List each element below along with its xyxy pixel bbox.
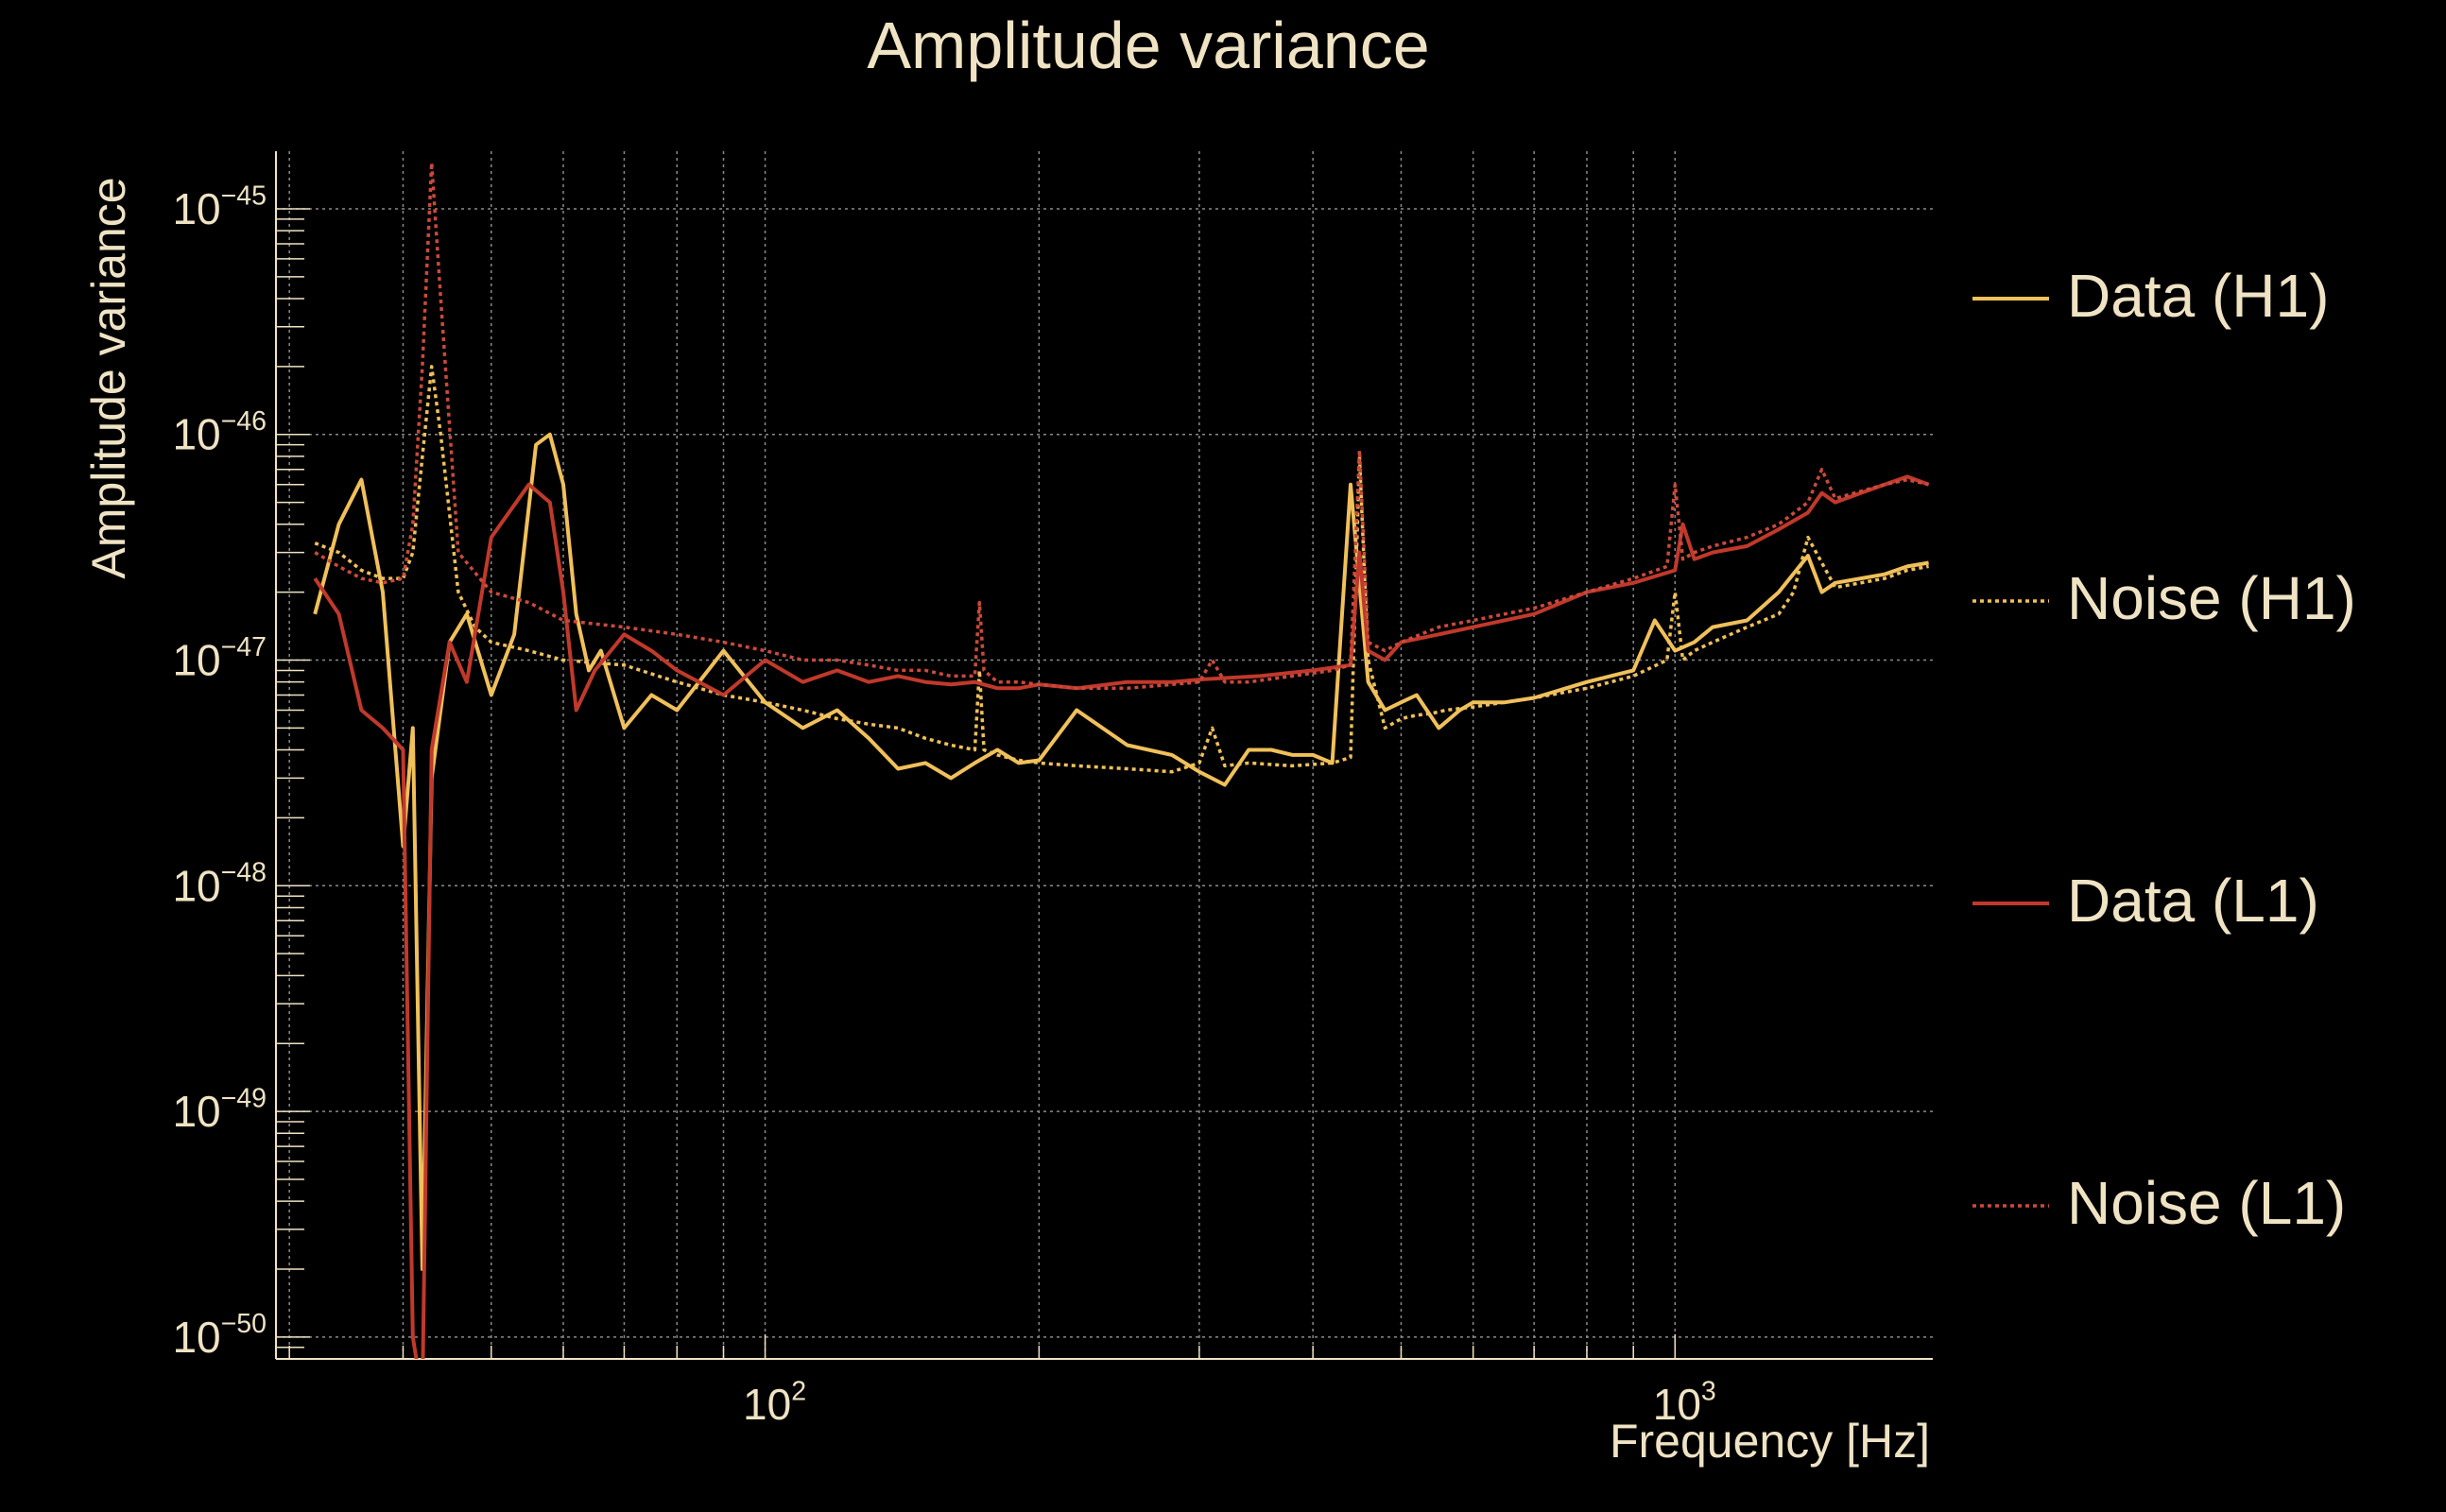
legend (1972, 297, 2049, 1208)
y-tick-label: 10−48 (172, 858, 267, 911)
y-tick-label: 10−46 (172, 406, 267, 459)
series-lines (313, 161, 1930, 1359)
series-line-3 (314, 161, 1929, 691)
legend-label-0: Data (H1) (2067, 262, 2330, 330)
legend-label-2: Data (L1) (2067, 867, 2319, 935)
chart-title: Amplitude variance (867, 9, 1430, 82)
x-tick-label: 102 (743, 1376, 806, 1429)
series-line-2 (313, 474, 1930, 1359)
y-tick-label: 10−50 (172, 1309, 267, 1362)
grid-lines (276, 151, 1933, 1359)
x-tick-label: 103 (1653, 1376, 1716, 1429)
y-tick-label: 10−47 (172, 632, 267, 685)
y-tick-label: 10−49 (172, 1083, 267, 1136)
x-axis-label: Frequency [Hz] (1609, 1415, 1930, 1468)
legend-label-1: Noise (H1) (2067, 564, 2356, 632)
legend-label-3: Noise (L1) (2067, 1169, 2347, 1237)
y-tick-label: 10−45 (172, 180, 267, 233)
series-line-1 (314, 365, 1929, 774)
series-line-0 (313, 432, 1929, 1271)
axes: 10−45 10−46 10−47 10−48 10−49 10−50 102 103 (172, 151, 1933, 1429)
